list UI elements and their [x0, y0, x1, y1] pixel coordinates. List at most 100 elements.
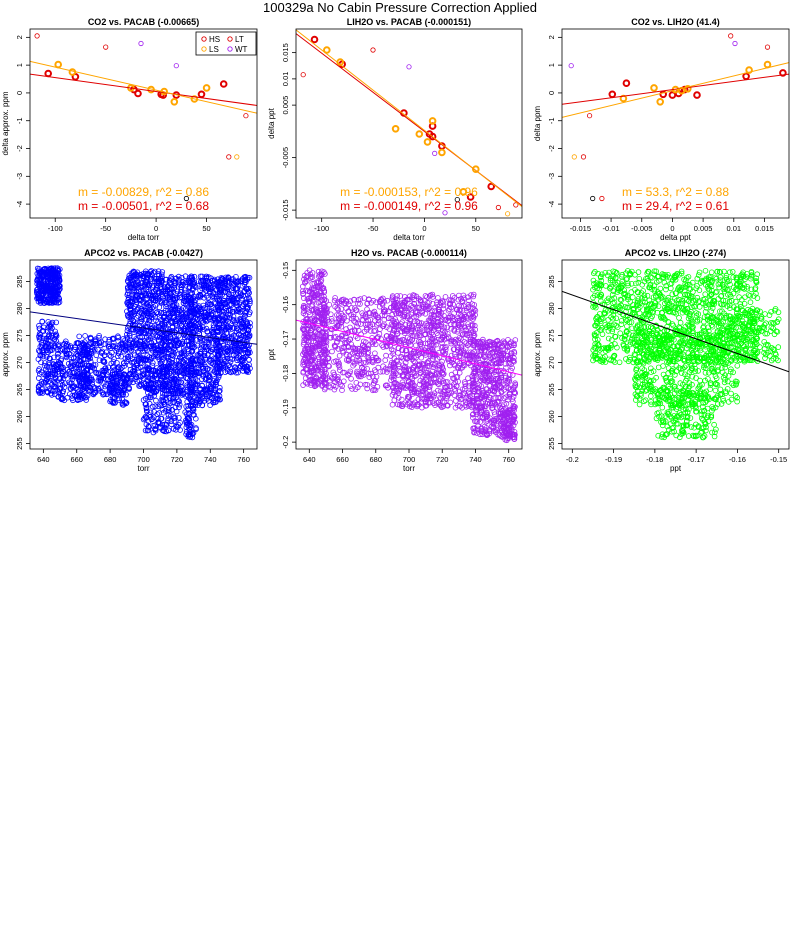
scatter-point — [332, 295, 338, 301]
scatter-point — [35, 281, 42, 288]
scatter-point — [187, 372, 194, 379]
scatter-point — [445, 391, 452, 398]
scatter-point — [365, 370, 372, 377]
scatter-point — [189, 389, 195, 396]
scatter-point — [202, 387, 208, 394]
scatter-point — [401, 384, 407, 391]
legend-marker — [227, 36, 233, 42]
scatter-point — [195, 364, 202, 371]
scatter-point — [388, 321, 395, 328]
scatter-point — [353, 358, 360, 364]
fit-annotation: m = -0.000149, r^2 = 0.96 — [340, 199, 478, 213]
scatter-point — [230, 332, 237, 339]
scatter-point — [133, 325, 140, 332]
scatter-point — [192, 371, 199, 378]
scatter-point — [371, 328, 377, 335]
scatter-point — [329, 348, 335, 355]
scatter-point — [217, 347, 224, 353]
scatter-point — [78, 365, 85, 372]
scatter-point — [171, 285, 177, 292]
scatter-point — [126, 275, 132, 282]
scatter-point — [96, 339, 102, 346]
scatter-point — [243, 353, 249, 360]
scatter-point — [93, 370, 100, 377]
point-LS — [745, 66, 753, 74]
point-LS-small — [571, 154, 577, 160]
scatter-point — [163, 428, 170, 435]
point-WT — [643, 219, 647, 223]
scatter-point — [205, 352, 211, 358]
scatter-point — [150, 353, 157, 360]
scatter-point — [232, 364, 238, 370]
point-LT — [243, 113, 249, 119]
scatter-point — [44, 377, 50, 383]
scatter-point — [124, 375, 131, 381]
scatter-point — [134, 348, 141, 355]
scatter-point — [419, 309, 426, 316]
scatter-point — [48, 321, 55, 327]
scatter-point — [301, 357, 307, 363]
scatter-point — [67, 371, 74, 378]
scatter-point — [238, 324, 245, 330]
scatter-point — [432, 338, 438, 344]
scatter-point — [81, 343, 88, 350]
scatter-point — [189, 431, 196, 437]
scatter-point — [79, 371, 85, 378]
scatter-point — [186, 431, 192, 438]
scatter-point — [336, 352, 343, 359]
scatter-point — [57, 347, 64, 354]
scatter-point — [164, 284, 171, 290]
scatter-point — [364, 350, 371, 357]
scatter-point — [205, 365, 211, 372]
scatter-point — [130, 379, 136, 386]
scatter-point — [211, 389, 218, 396]
scatter-point — [168, 352, 175, 359]
scatter-point — [178, 356, 185, 362]
scatter-point — [413, 372, 419, 379]
point-LS-small — [234, 154, 240, 160]
scatter-point — [46, 294, 52, 301]
scatter-point — [142, 345, 149, 352]
scatter-point — [348, 304, 355, 311]
scatter-point — [101, 391, 107, 397]
scatter-point — [143, 421, 150, 428]
scatter-point — [143, 414, 149, 421]
scatter-point — [415, 402, 422, 408]
scatter-point — [372, 350, 378, 357]
scatter-point — [321, 346, 328, 353]
scatter-point — [124, 327, 131, 334]
scatter-point — [193, 415, 199, 422]
point-LT — [226, 154, 232, 160]
y-tick-label: 0 — [15, 91, 24, 95]
scatter-point — [103, 367, 109, 374]
y-tick-label: 255 — [15, 437, 24, 450]
scatter-point — [169, 324, 176, 331]
scatter-point — [340, 378, 347, 385]
scatter-point — [230, 316, 237, 323]
scatter-point — [335, 376, 341, 383]
x-axis-label: delta torr — [393, 233, 425, 242]
scatter-point — [442, 294, 449, 300]
scatter-point — [241, 288, 248, 294]
scatter-point — [148, 276, 154, 282]
scatter-point — [238, 292, 244, 299]
scatter-point — [172, 376, 179, 383]
fit-line — [30, 73, 257, 106]
scatter-point — [218, 369, 224, 376]
scatter-point — [240, 340, 246, 346]
scatter-point — [168, 375, 174, 382]
scatter-point — [208, 348, 215, 355]
scatter-point — [215, 360, 221, 366]
y-tick-label: -3 — [547, 173, 556, 180]
scatter-point — [380, 344, 387, 350]
scatter-point — [210, 331, 217, 338]
point-WT — [138, 40, 144, 47]
scatter-point — [102, 352, 108, 359]
scatter-point — [172, 280, 178, 286]
scatter-point — [200, 371, 206, 378]
scatter-point — [419, 308, 426, 314]
scatter-point — [139, 289, 146, 296]
scatter-point — [151, 392, 158, 399]
scatter-point — [159, 427, 166, 434]
scatter-point — [241, 355, 248, 362]
